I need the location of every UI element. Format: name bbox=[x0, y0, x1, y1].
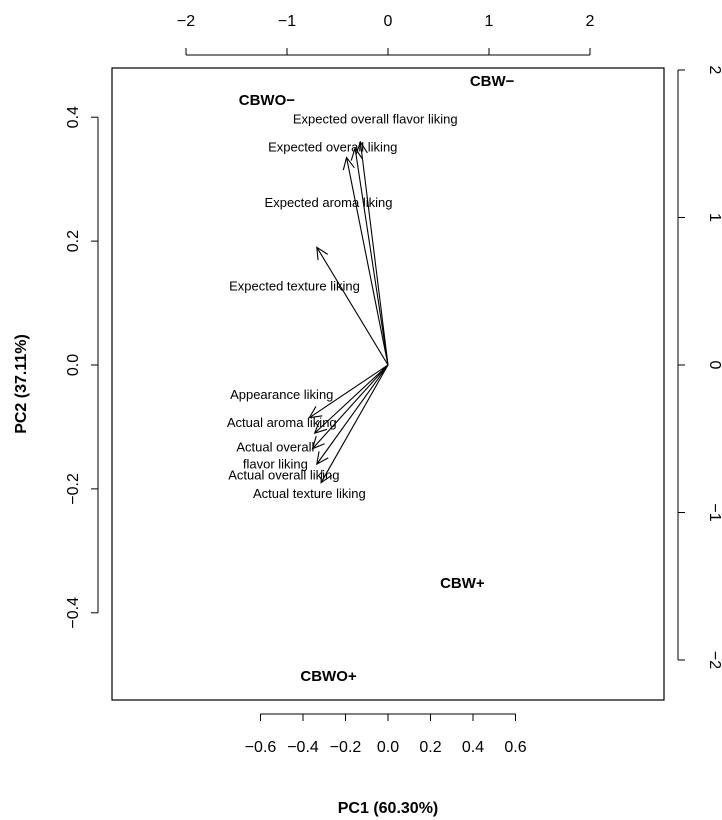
y-tick-label: −0.2 bbox=[65, 473, 82, 505]
variable-label-line: Actual aroma liking bbox=[227, 415, 337, 430]
variable-label-line: Appearance liking bbox=[230, 387, 333, 402]
arrow-head bbox=[342, 156, 355, 171]
variable-label: Expected aroma liking bbox=[265, 195, 393, 210]
x-tick-label: −0.4 bbox=[287, 739, 319, 756]
y-tick-label: 0.2 bbox=[65, 230, 82, 252]
top-tick-label: 2 bbox=[586, 13, 595, 30]
observation-label: CBWO+ bbox=[300, 668, 356, 685]
top-tick-label: 1 bbox=[485, 13, 494, 30]
variable-label: Actual texture liking bbox=[253, 486, 366, 501]
y-tick-label: 0.4 bbox=[65, 106, 82, 128]
variable-label-line: Actual texture liking bbox=[253, 486, 366, 501]
x-tick-label: 0.0 bbox=[377, 739, 399, 756]
x-tick-label: 0.6 bbox=[504, 739, 526, 756]
variable-labels: Expected overall flavor liking Expected o… bbox=[227, 111, 458, 501]
x-tick-label: −0.2 bbox=[330, 739, 362, 756]
observation-label: CBW− bbox=[470, 73, 515, 90]
y-tick-label: 0.0 bbox=[65, 354, 82, 376]
variable-label-line: Expected overall liking bbox=[268, 139, 397, 154]
variable-arrow bbox=[316, 364, 389, 465]
x-axis-bottom: −0.6 −0.4 −0.2 0.0 0.2 0.4 0.6 bbox=[245, 713, 527, 756]
right-tick-label: 0 bbox=[706, 361, 722, 370]
observation-labels: CBWO− CBW− CBW+ CBWO+ bbox=[239, 73, 515, 685]
plot-frame bbox=[111, 67, 665, 701]
variable-arrow bbox=[316, 247, 389, 366]
right-tick-label: 1 bbox=[706, 213, 722, 222]
arrow-head bbox=[320, 469, 333, 484]
x-tick-label: −0.6 bbox=[245, 739, 277, 756]
x-axis-title: PC1 (60.30%) bbox=[338, 800, 439, 817]
arrow-head bbox=[313, 420, 328, 435]
top-tick-label: −2 bbox=[177, 13, 195, 30]
variable-label: Actual overall flavor liking bbox=[236, 440, 314, 472]
right-tick-label: −2 bbox=[706, 651, 722, 669]
arrow-head bbox=[316, 451, 329, 466]
y-axis-left: −0.4 −0.2 0.0 0.2 0.4 bbox=[65, 106, 99, 629]
variable-label: Expected overall liking bbox=[268, 139, 397, 154]
arrow-head bbox=[316, 246, 329, 261]
variable-label-line: Expected aroma liking bbox=[265, 195, 393, 210]
variable-label-line: Expected texture liking bbox=[229, 279, 360, 294]
variable-label-line: Actual overall bbox=[236, 440, 314, 455]
variable-arrow bbox=[354, 148, 389, 366]
arrow-head bbox=[311, 435, 325, 450]
variable-arrow bbox=[320, 364, 389, 483]
variable-label: Expected overall flavor liking bbox=[293, 111, 458, 126]
variable-arrow bbox=[359, 141, 389, 366]
variable-arrow bbox=[312, 364, 389, 450]
right-tick-label: −1 bbox=[706, 503, 722, 521]
variable-label: Actual overall liking bbox=[228, 468, 339, 483]
x-tick-label: 0.4 bbox=[462, 739, 484, 756]
variable-label: Appearance liking bbox=[230, 387, 333, 402]
x-tick-label: 0.2 bbox=[419, 739, 441, 756]
y-axis-title: PC2 (37.11%) bbox=[13, 334, 30, 434]
variable-label-line: Expected overall flavor liking bbox=[293, 111, 458, 126]
variable-arrow bbox=[309, 364, 389, 419]
arrow-head bbox=[355, 140, 368, 155]
arrow-head bbox=[350, 146, 363, 161]
variable-arrow bbox=[314, 364, 389, 434]
variable-label: Actual aroma liking bbox=[227, 415, 337, 430]
variable-arrows bbox=[308, 140, 389, 484]
observation-label: CBW+ bbox=[440, 575, 485, 592]
x-axis-top: −2 −1 0 1 2 bbox=[177, 13, 595, 56]
variable-label: Expected texture liking bbox=[229, 279, 360, 294]
y-axis-right: −2 −1 0 1 2 bbox=[677, 66, 722, 669]
top-tick-label: −1 bbox=[278, 13, 296, 30]
y-tick-label: −0.4 bbox=[65, 597, 82, 629]
variable-label-line: flavor liking bbox=[243, 457, 308, 472]
arrow-head bbox=[308, 406, 323, 419]
top-tick-label: 0 bbox=[384, 13, 393, 30]
observation-label: CBWO− bbox=[239, 92, 295, 109]
right-tick-label: 2 bbox=[706, 66, 722, 75]
variable-arrow bbox=[346, 157, 389, 366]
variable-label-line: Actual overall liking bbox=[228, 468, 339, 483]
